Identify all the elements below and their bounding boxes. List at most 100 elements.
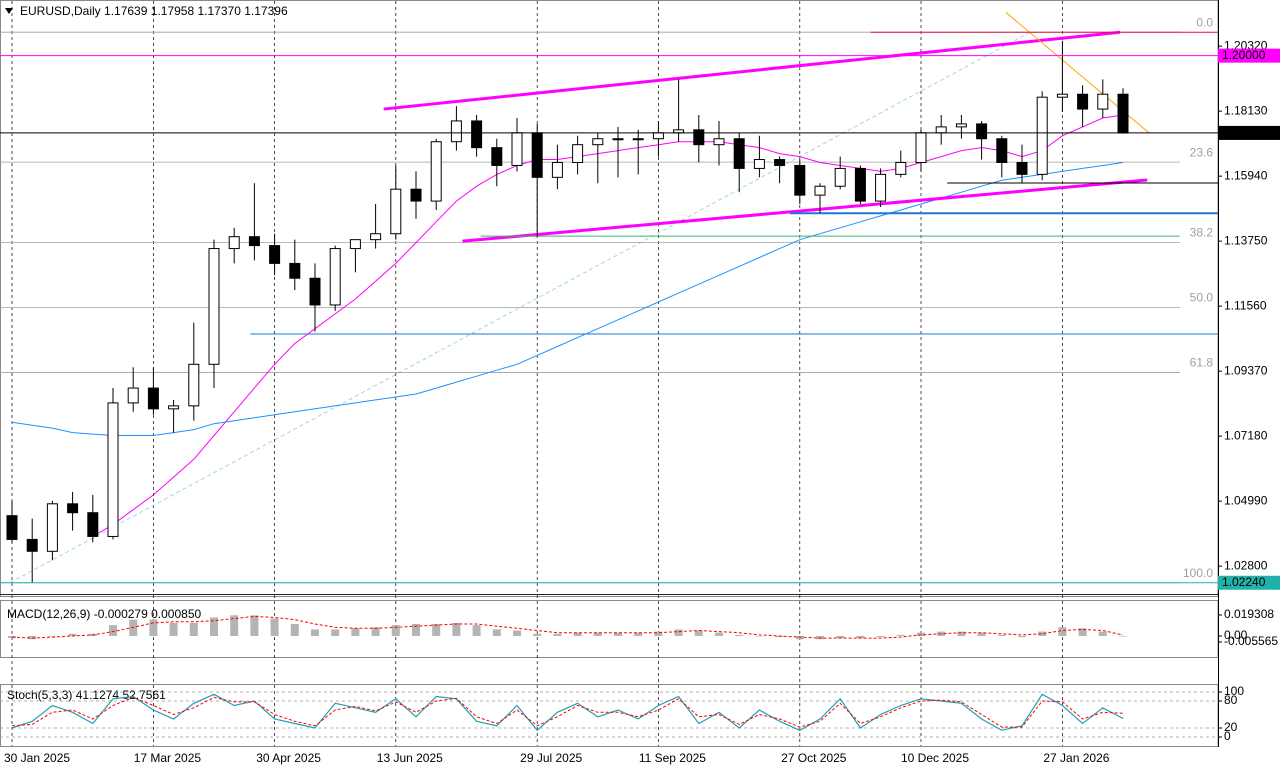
- candle-body: [46, 503, 58, 552]
- y-tick-label: 1.09370: [1224, 363, 1268, 377]
- macd-bar: [472, 625, 481, 636]
- candle-body: [996, 138, 1008, 163]
- candle-body: [713, 138, 725, 146]
- macd-bar: [876, 635, 885, 638]
- candle-body: [430, 141, 442, 202]
- candle-body: [6, 515, 18, 540]
- x-tick-label: 13 Jun 2025: [377, 751, 443, 765]
- candle-body: [410, 188, 422, 202]
- macd-bar: [1018, 635, 1026, 638]
- stoch-signal: [11, 696, 1124, 728]
- y-tick-label: 1.04990: [1224, 493, 1268, 507]
- candle-body: [107, 402, 119, 537]
- macd-bar: [1058, 627, 1067, 636]
- candle-body: [248, 236, 260, 247]
- macd-bar: [836, 635, 845, 639]
- candle-body: [168, 405, 180, 410]
- macd-bar: [1098, 631, 1107, 636]
- y-tick-label: 1.02800: [1224, 558, 1268, 572]
- candle-body: [794, 164, 806, 196]
- price-label: 1.17396: [1222, 125, 1266, 139]
- macd-bar: [412, 623, 420, 636]
- macd-bar: [654, 631, 663, 636]
- quote-high: 1.17958: [151, 4, 195, 18]
- macd-bar: [593, 632, 602, 636]
- macd-bar: [189, 622, 198, 636]
- candle-body: [87, 512, 99, 537]
- candle-body: [289, 262, 301, 279]
- candle-body: [188, 363, 200, 407]
- trendline: [383, 30, 1121, 111]
- indicator-value: 41.1274: [76, 688, 120, 702]
- candle-body: [127, 387, 139, 404]
- quote-open: 1.17639: [104, 4, 148, 18]
- candle-body: [632, 138, 644, 141]
- candle-body: [551, 161, 563, 178]
- symbol: EURUSD,Daily: [20, 4, 101, 18]
- moving-average: [92, 114, 1124, 537]
- macd-bar: [48, 635, 57, 637]
- candle-body: [693, 129, 705, 146]
- x-tick-label: 30 Apr 2025: [256, 751, 321, 765]
- candle-body: [1117, 93, 1129, 134]
- price-label: 1.02240: [1222, 575, 1266, 589]
- candle-body: [875, 173, 887, 202]
- price-label-box: [1218, 125, 1280, 140]
- candle-body: [147, 387, 159, 410]
- y-tick-label: 80: [1224, 693, 1238, 707]
- candle-body: [652, 132, 664, 140]
- macd-bar: [614, 632, 622, 636]
- candle-body: [1016, 161, 1028, 175]
- y-tick-label: 1.07180: [1224, 428, 1268, 442]
- macd-bar: [775, 635, 784, 638]
- macd-bar: [715, 632, 723, 636]
- candle-body: [774, 159, 786, 166]
- y-tick-label: 0: [1224, 729, 1231, 743]
- quote-low: 1.17370: [198, 4, 242, 18]
- y-tick-label: 1.11560: [1224, 298, 1267, 312]
- macd-bar: [250, 615, 259, 636]
- candle-body: [814, 185, 826, 196]
- macd-bar: [957, 631, 966, 636]
- price-label-box: [1218, 48, 1280, 63]
- macd-bar: [109, 625, 117, 636]
- candle-body: [1036, 96, 1048, 175]
- dropdown-icon[interactable]: [5, 8, 13, 14]
- candle-body: [1056, 93, 1068, 98]
- candle-body: [370, 233, 382, 241]
- indicator-name: Stoch(5,3,3): [7, 688, 72, 702]
- x-tick-label: 17 Mar 2025: [134, 751, 202, 765]
- candle-body: [733, 138, 745, 169]
- candle-body: [854, 167, 866, 202]
- y-tick-label: 1.13750: [1224, 233, 1268, 247]
- candle-body: [309, 277, 321, 306]
- indicator-value: -0.000279: [94, 607, 148, 621]
- macd-bar: [351, 628, 360, 636]
- x-tick-label: 27 Jan 2026: [1043, 751, 1109, 765]
- fib-label: 38.2: [1190, 226, 1214, 240]
- x-tick-label: 27 Oct 2025: [781, 751, 847, 765]
- y-tick-label: 0.019308: [1224, 607, 1274, 621]
- macd-bar: [311, 629, 319, 636]
- fib-label: 61.8: [1190, 356, 1214, 370]
- macd-bar: [533, 633, 542, 636]
- candle-body: [753, 159, 765, 169]
- macd-bar: [917, 632, 925, 636]
- macd-bar: [371, 627, 380, 636]
- chart-header: EURUSD,Daily 1.17639 1.17958 1.17370 1.1…: [20, 4, 288, 18]
- candle-body: [1097, 93, 1109, 110]
- macd-bar: [331, 629, 340, 636]
- macd-bar: [1038, 631, 1047, 636]
- macd-title: MACD(12,26,9) -0.000279 0.000850: [7, 607, 201, 621]
- macd-bar: [290, 623, 299, 636]
- candle-body: [935, 126, 947, 134]
- macd-signal: [11, 615, 1124, 639]
- macd-bar: [149, 619, 158, 636]
- macd-bar: [492, 629, 501, 636]
- fib-label: 23.6: [1190, 145, 1214, 159]
- candle-body: [471, 120, 483, 149]
- candle-body: [955, 123, 967, 128]
- candle-body: [895, 161, 907, 175]
- candle-body: [26, 538, 38, 552]
